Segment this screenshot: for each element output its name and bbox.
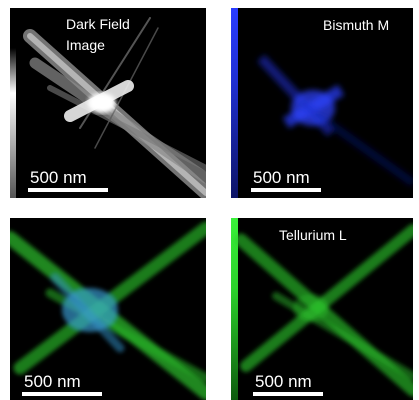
dark-field-panel: Dark Field Image 500 nm [10, 8, 206, 198]
tellurium-scalebar-label: 500 nm [255, 372, 312, 391]
bismuth-panel: Bismuth M 500 nm [231, 8, 413, 198]
tellurium-map-image [234, 224, 413, 397]
overlay-scalebar-label: 500 nm [24, 372, 81, 391]
dark-field-image [10, 17, 206, 198]
dark-field-scalebar-label: 500 nm [30, 168, 87, 187]
bismuth-scalebar-label: 500 nm [253, 168, 310, 187]
bismuth-intensity-bar [231, 8, 238, 198]
overlay-panel: 500 nm [10, 218, 206, 400]
tellurium-title: Tellurium L [279, 227, 347, 243]
dark-field-scalebar [28, 188, 108, 192]
tellurium-intensity-bar [231, 218, 238, 400]
bismuth-scalebar [251, 188, 321, 192]
dark-field-title-line1: Dark Field [66, 16, 130, 32]
tellurium-panel: Tellurium L 500 nm [231, 218, 413, 400]
bismuth-map-image [257, 54, 413, 187]
overlay-map-image [10, 221, 206, 400]
dark-field-title-line2: Image [66, 37, 105, 53]
tellurium-scalebar [253, 392, 323, 396]
overlay-scalebar [22, 392, 102, 396]
bismuth-title: Bismuth M [323, 17, 390, 33]
